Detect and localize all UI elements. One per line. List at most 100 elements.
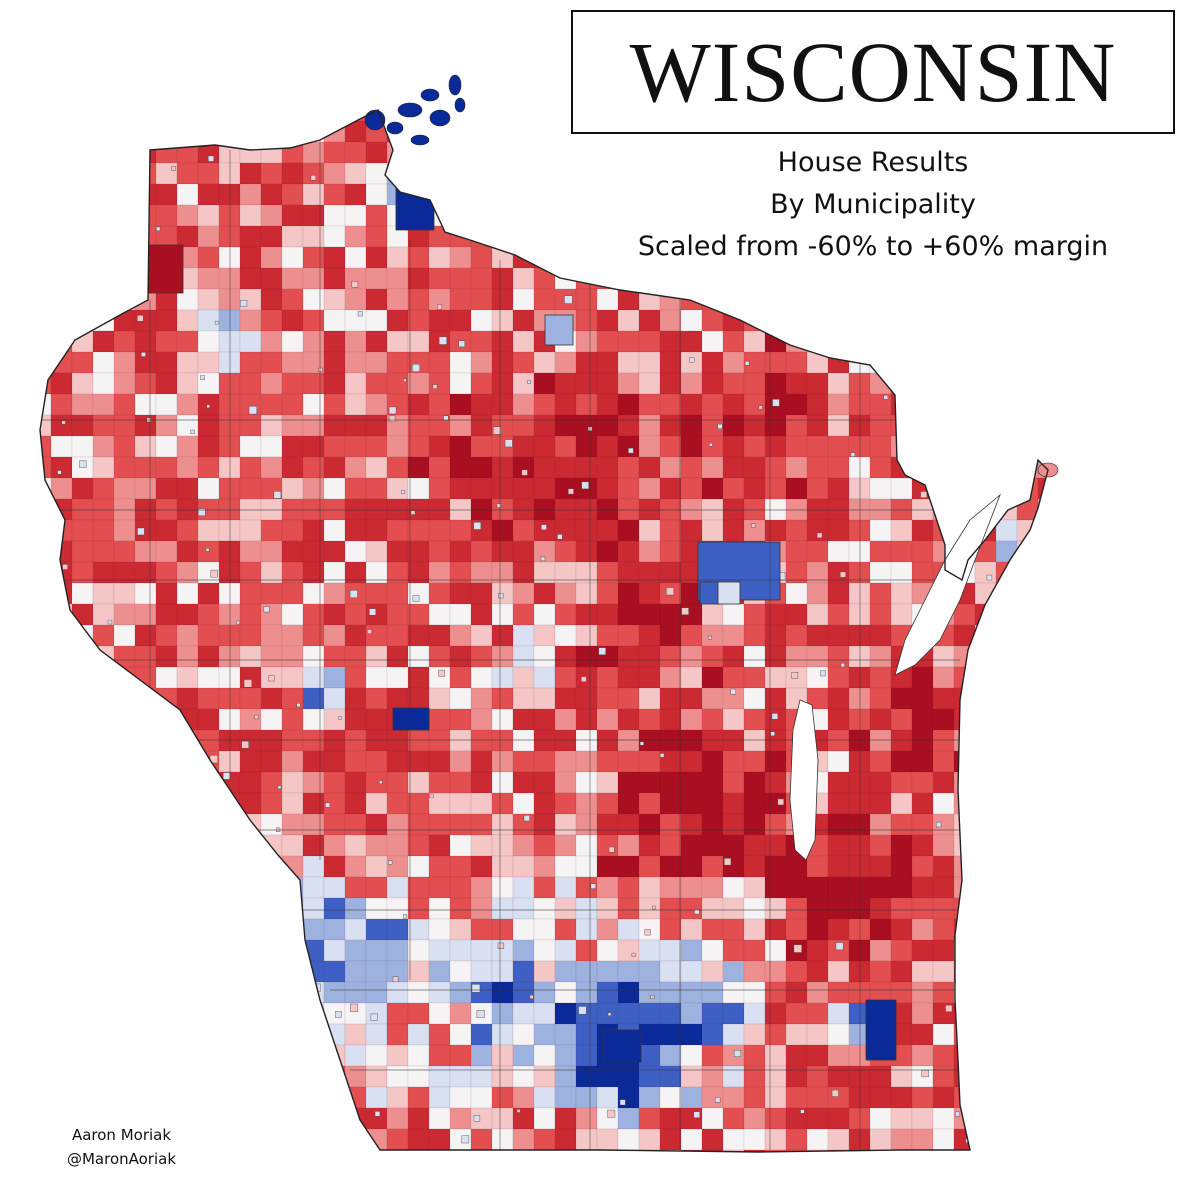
municipality-cell [722, 330, 745, 353]
municipality-cell [995, 624, 1018, 647]
municipality-cell [974, 1128, 997, 1151]
municipality-cell [596, 351, 619, 374]
municipality-cell [869, 330, 892, 353]
municipality-cell [323, 309, 346, 332]
municipality-cell [92, 750, 115, 773]
city-speck [714, 1097, 721, 1103]
municipality-cell [134, 834, 157, 857]
city-speck [222, 772, 231, 780]
municipality-cell [281, 372, 304, 395]
municipality-cell [617, 309, 640, 332]
municipality-cell [827, 897, 850, 920]
municipality-cell [659, 351, 682, 374]
municipality-cell [575, 498, 598, 521]
municipality-cell [281, 393, 304, 416]
municipality-cell [701, 1149, 724, 1152]
municipality-cell [785, 1044, 808, 1067]
municipality-cell [638, 750, 661, 773]
municipality-cell [533, 288, 556, 311]
municipality-cell [1037, 1002, 1048, 1025]
municipality-cell [323, 624, 346, 647]
city-speck [93, 982, 102, 990]
municipality-cell [680, 624, 703, 647]
city-speck [318, 367, 323, 372]
city-speck [263, 606, 270, 613]
municipality-cell [554, 666, 577, 689]
municipality-cell [512, 1023, 535, 1046]
municipality-cell [40, 1002, 52, 1025]
municipality-cell [827, 1149, 850, 1152]
municipality-cell [1037, 1149, 1048, 1152]
municipality-cell [617, 666, 640, 689]
municipality-cell [848, 813, 871, 836]
municipality-cell [974, 876, 997, 899]
city-speck [758, 405, 763, 410]
municipality-cell [1037, 372, 1048, 395]
municipality-cell [365, 855, 388, 878]
municipality-cell [50, 120, 73, 143]
municipality-cell [806, 414, 829, 437]
municipality-cell [50, 1086, 73, 1109]
municipality-cell [470, 897, 493, 920]
municipality-cell [386, 267, 409, 290]
municipality-cell [869, 1149, 892, 1152]
municipality-cell [260, 960, 283, 983]
municipality-cell [806, 1023, 829, 1046]
municipality-cell [638, 960, 661, 983]
municipality-cell [239, 540, 262, 563]
municipality-cell [302, 1149, 325, 1152]
municipality-cell [50, 204, 73, 227]
municipality-cell [911, 414, 934, 437]
municipality-cell [953, 771, 976, 794]
city-speck [338, 716, 342, 720]
municipality-cell [428, 771, 451, 794]
municipality-cell [1037, 582, 1048, 605]
municipality-cell [176, 897, 199, 920]
municipality-cell [701, 750, 724, 773]
municipality-cell [743, 1128, 766, 1151]
municipality-cell [764, 1149, 787, 1152]
municipality-cell [953, 351, 976, 374]
city-speck [213, 1049, 219, 1055]
municipality-cell [71, 1023, 94, 1046]
municipality-cell [428, 162, 451, 185]
city-speck [392, 976, 399, 983]
municipality-cell [1037, 687, 1048, 710]
municipality-cell [176, 393, 199, 416]
municipality-cell [575, 1086, 598, 1109]
municipality-cell [386, 435, 409, 458]
municipality-cell [680, 834, 703, 857]
municipality-cell [743, 939, 766, 962]
municipality-cell [617, 498, 640, 521]
city-speck [724, 858, 732, 866]
municipality-cell [428, 876, 451, 899]
municipality-cell [407, 1002, 430, 1025]
municipality-cell [365, 1023, 388, 1046]
municipality-cell [1016, 708, 1039, 731]
municipality-cell [302, 372, 325, 395]
municipality-cell [260, 1044, 283, 1067]
municipality-cell [995, 372, 1018, 395]
municipality-cell [1016, 1002, 1039, 1025]
municipality-cell [743, 435, 766, 458]
menominee-block [699, 581, 721, 605]
municipality-cell [71, 414, 94, 437]
municipality-cell [407, 687, 430, 710]
municipality-cell [659, 288, 682, 311]
municipality-cell [827, 582, 850, 605]
city-speck [820, 670, 826, 677]
municipality-cell [134, 750, 157, 773]
municipality-cell [617, 981, 640, 1004]
municipality-cell [932, 729, 955, 752]
municipality-cell [869, 624, 892, 647]
municipality-cell [533, 141, 556, 164]
municipality-cell [40, 393, 52, 416]
municipality-cell [155, 435, 178, 458]
municipality-cell [869, 1065, 892, 1088]
municipality-cell [281, 1044, 304, 1067]
municipality-cell [260, 246, 283, 269]
municipality-cell [890, 771, 913, 794]
municipality-cell [743, 624, 766, 647]
municipality-cell [1016, 519, 1039, 542]
municipality-cell [512, 813, 535, 836]
